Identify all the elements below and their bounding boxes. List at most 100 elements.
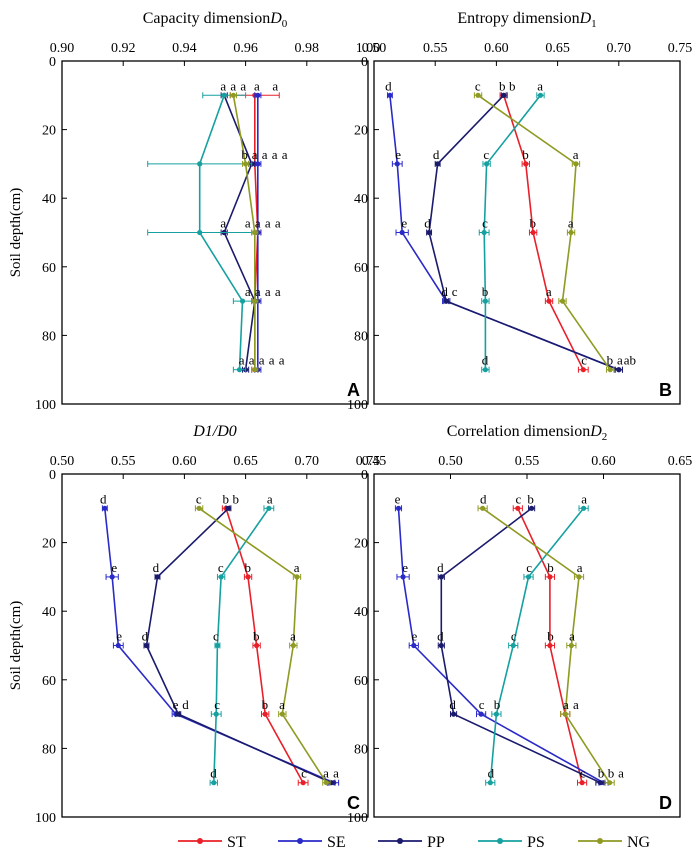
significance-letter: a: [262, 147, 268, 162]
significance-letter: b: [547, 629, 554, 644]
legend-swatch-marker: [597, 838, 603, 844]
legend-label: NG: [627, 834, 651, 851]
significance-letter: c: [479, 697, 485, 712]
data-point: [510, 642, 516, 649]
significance-letter: a: [240, 78, 246, 93]
title-subscript: 1: [591, 18, 597, 30]
significance-letter: a: [272, 78, 278, 93]
significance-letter: c: [580, 766, 586, 781]
chart-title: D1/D0: [192, 423, 237, 440]
significance-letter: a: [573, 147, 579, 162]
series-SE: [101, 505, 340, 786]
significance-letter: a: [254, 78, 260, 93]
significance-letter: a: [265, 284, 271, 299]
data-point: [443, 298, 449, 304]
y-tick-label: 80: [42, 329, 56, 344]
y-axis-label: Soil depth(cm): [8, 188, 24, 278]
significance-letter: a: [573, 697, 579, 712]
legend-item-PS: PS: [478, 834, 545, 851]
significance-letter: b: [494, 697, 501, 712]
series-line: [389, 95, 620, 371]
significance-letter: b: [509, 78, 516, 93]
significance-letter: d: [437, 560, 444, 575]
data-point: [211, 780, 217, 786]
title-subscript: 2: [602, 431, 608, 443]
significance-letter: a: [537, 78, 543, 93]
data-point: [245, 574, 251, 580]
title-symbol: D1/D0: [192, 423, 237, 440]
y-axis-label: Soil depth(cm): [8, 601, 24, 691]
data-point: [218, 574, 224, 580]
data-point: [254, 642, 260, 649]
data-point: [143, 642, 150, 649]
series-NG: [194, 505, 331, 786]
title-subscript: 0: [282, 18, 288, 30]
significance-letter: a: [230, 78, 236, 93]
data-point: [109, 574, 115, 580]
legend-swatch-marker: [397, 838, 403, 844]
significance-letter: a: [275, 216, 281, 231]
data-point: [475, 92, 481, 98]
significance-letter: b: [547, 560, 554, 575]
series-PP: [143, 505, 336, 786]
series-ST: [221, 505, 309, 786]
series-line: [428, 94, 620, 371]
data-point: [243, 161, 249, 167]
title-symbol: D: [579, 10, 592, 27]
data-point: [478, 711, 484, 717]
significance-letter: c: [196, 491, 202, 506]
data-point: [411, 642, 417, 649]
data-point: [102, 505, 108, 511]
data-point: [252, 229, 258, 236]
y-tick-label: 80: [354, 742, 368, 757]
significance-letter: d: [385, 78, 392, 93]
data-point: [484, 161, 490, 167]
significance-letter: e: [401, 216, 407, 231]
significance-letter: c: [218, 560, 224, 575]
chart-title: Correlation dimensionD2: [447, 423, 608, 443]
x-tick-label: 0.45: [362, 454, 387, 469]
data-point: [255, 92, 261, 98]
x-tick-label: 0.75: [668, 41, 693, 56]
significance-letter: d: [449, 697, 456, 712]
data-point: [266, 505, 272, 511]
significance-letter: d: [482, 353, 489, 368]
data-point: [426, 229, 432, 236]
plot-frame: [373, 473, 681, 818]
significance-letter: b: [598, 766, 605, 781]
data-point: [523, 161, 529, 167]
series-NG: [229, 92, 259, 373]
panels-layer: 0.90 0.92 0.94 0.96 0.98 1.00020406080100Soil…: [8, 10, 692, 826]
significance-letter: a: [563, 697, 569, 712]
y-tick-label: 20: [42, 537, 56, 552]
series-PP: [437, 505, 606, 786]
x-tick-label: 0.70: [607, 41, 632, 56]
data-point: [400, 574, 406, 580]
legend-item-NG: NG: [578, 834, 651, 851]
legend-item-PP: PP: [378, 834, 445, 851]
data-point: [487, 780, 493, 786]
data-point: [573, 161, 579, 167]
data-point: [616, 367, 622, 373]
significance-letter: ab: [624, 353, 636, 368]
panel-A: 0.90 0.92 0.94 0.96 0.98 1.00020406080100Soil…: [8, 10, 380, 413]
significance-letter: d: [142, 629, 149, 644]
data-point: [435, 161, 441, 167]
legend-item-SE: SE: [278, 834, 346, 851]
data-point: [559, 298, 566, 304]
legend-label: PS: [527, 834, 545, 851]
significance-letter: b: [482, 284, 489, 299]
significance-letter: e: [395, 147, 401, 162]
x-tick-label: 1.00: [356, 41, 381, 56]
significance-letter: c: [483, 147, 489, 162]
significance-letter: b: [522, 147, 529, 162]
x-tick-label: 0.94: [172, 41, 197, 56]
significance-letter: c: [516, 491, 522, 506]
significance-letter: a: [618, 766, 624, 781]
data-point: [528, 505, 535, 511]
significance-letter: d: [433, 147, 440, 162]
panel-letter: A: [347, 380, 360, 400]
plot-frame: [61, 60, 369, 405]
significance-letter: c: [475, 78, 481, 93]
y-tick-label: 20: [354, 537, 368, 552]
